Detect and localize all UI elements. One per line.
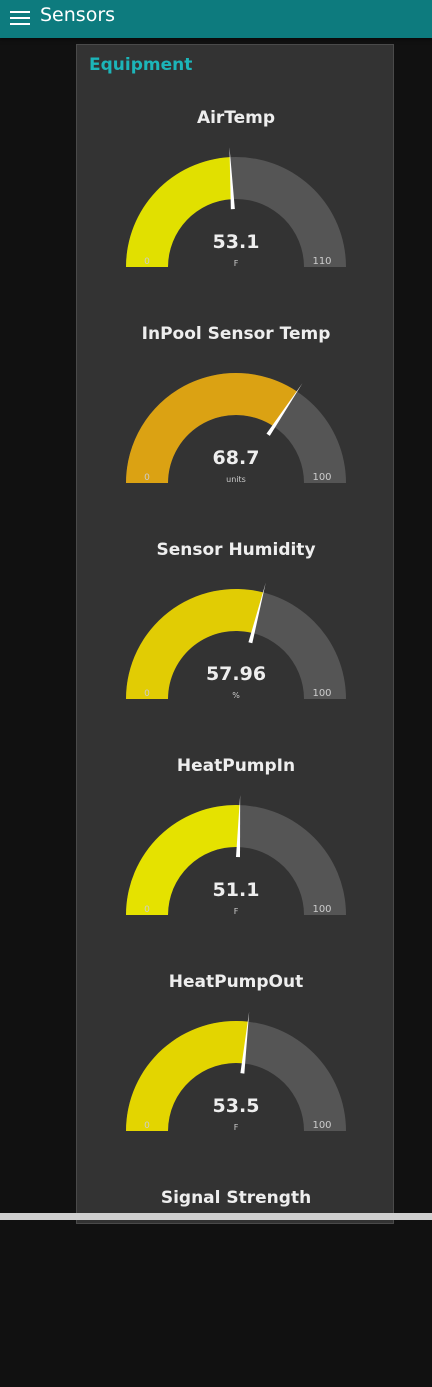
gauge-fill xyxy=(126,805,240,915)
gauge-title: Sensor Humidity xyxy=(156,540,316,560)
gauge-title: Signal Strength xyxy=(160,1188,312,1208)
gauge-min-label: 0 xyxy=(144,257,150,267)
gauge-value: 57.96 xyxy=(205,663,267,685)
gauge-min-label: 0 xyxy=(144,905,150,915)
gauge-min-label: 0 xyxy=(144,1121,150,1131)
gauge-dial xyxy=(126,582,346,699)
gauge-title: HeatPumpIn xyxy=(176,756,296,776)
gauge-units: F xyxy=(233,907,239,916)
gauge-max-label: 100 xyxy=(312,1120,332,1131)
horizontal-scrollbar[interactable] xyxy=(0,1213,432,1220)
gauge-units: F xyxy=(233,1123,239,1132)
gauge-needle xyxy=(240,1011,250,1074)
group-title: Equipment xyxy=(89,55,193,75)
gauge-sensor-humidity: Sensor Humidity 57.96 % 0 100 xyxy=(77,539,395,739)
gauge-dial xyxy=(126,1011,346,1131)
gauge-value: 53.5 xyxy=(212,1095,260,1117)
gauge-max-label: 100 xyxy=(312,904,332,915)
gauge-fill xyxy=(126,588,264,699)
gauge-heatpumpout: HeatPumpOut 53.5 F 0 100 xyxy=(77,971,395,1171)
gauge-max-label: 100 xyxy=(312,688,332,699)
gauge-units: units xyxy=(226,475,246,484)
hamburger-menu-icon[interactable] xyxy=(10,10,30,26)
gauge-needle xyxy=(229,147,235,210)
page-title: Sensors xyxy=(40,4,116,26)
gauge-title: AirTemp xyxy=(196,108,276,128)
gauge-needle xyxy=(248,582,266,644)
gauge-needle xyxy=(266,383,303,436)
gauge-units: % xyxy=(232,691,240,700)
gauge-value: 51.1 xyxy=(212,879,260,901)
gauge-value: 53.1 xyxy=(212,231,260,253)
gauge-value: 68.7 xyxy=(212,447,260,469)
gauge-fill xyxy=(126,157,233,267)
top-bar: Sensors xyxy=(0,0,432,38)
gauge-needle xyxy=(236,795,241,858)
gauge-min-label: 0 xyxy=(144,689,150,699)
gauge-min-label: 0 xyxy=(144,473,150,483)
gauge-dial xyxy=(126,372,346,483)
gauge-signal-strength: Signal Strength xyxy=(77,1187,395,1387)
gauge-max-label: 100 xyxy=(312,472,332,483)
gauge-max-label: 110 xyxy=(312,256,332,267)
gauge-title: HeatPumpOut xyxy=(168,972,304,992)
gauge-airtemp: AirTemp 53.1 F 0 110 xyxy=(77,107,395,307)
gauge-fill xyxy=(126,372,297,483)
gauge-dial xyxy=(126,795,346,915)
gauge-dial xyxy=(126,147,346,267)
gauge-units: F xyxy=(233,259,239,268)
gauge-fill xyxy=(126,1020,249,1131)
gauge-inpool-sensor-temp: InPool Sensor Temp 68.7 units 0 100 xyxy=(77,323,395,523)
gauge-heatpumpin: HeatPumpIn 51.1 F 0 100 xyxy=(77,755,395,955)
gauge-title: InPool Sensor Temp xyxy=(141,324,331,344)
equipment-group-card: Equipment AirTemp 53.1 F 0 110 InPool Se… xyxy=(76,44,394,1224)
